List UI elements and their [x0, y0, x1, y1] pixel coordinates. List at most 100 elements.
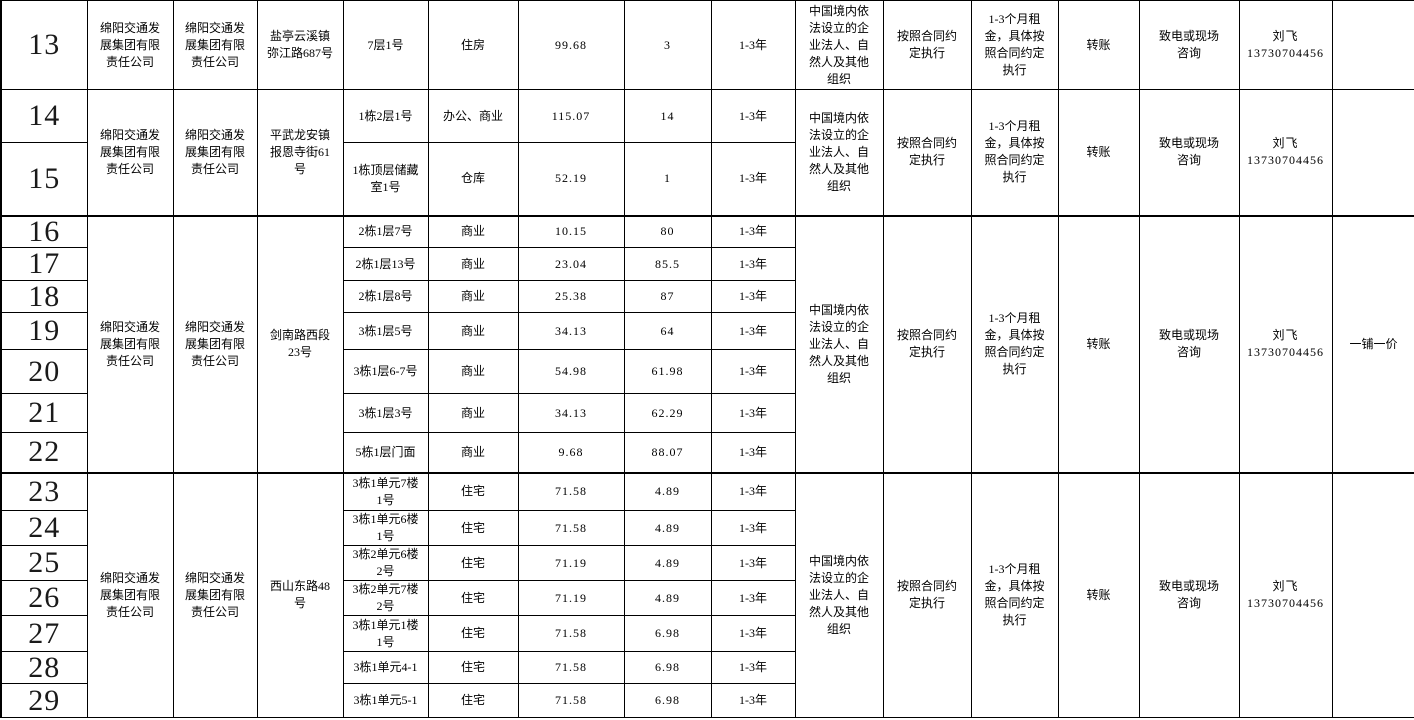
rent-cell: 85.5 — [623, 247, 712, 281]
use-type-cell: 住宅 — [427, 683, 519, 718]
row-seq: 26 — [0, 580, 88, 616]
consult-cell: 致电或现场 咨询 — [1138, 214, 1240, 473]
rent-cell: 80 — [623, 214, 712, 248]
deposit-cell: 1-3个月租 金，具体按 照合同约定 执行 — [970, 0, 1059, 90]
area-cell: 52.19 — [517, 142, 625, 216]
area-cell: 10.15 — [517, 214, 625, 248]
use-type-cell: 商业 — [427, 432, 519, 473]
table-row: 25 3栋2单元6楼 2号 住宅 71.19 4.89 1-3年 — [0, 545, 1414, 581]
rent-cell: 87 — [623, 280, 712, 313]
table-row: 15 1栋顶层储藏 室1号 仓库 52.19 1 1-3年 — [0, 142, 1414, 216]
lessor-cell: 绵阳交通发 展集团有限 责任公司 — [86, 0, 174, 90]
target-cell: 中国境内依 法设立的企 业法人、自 然人及其他 组织 — [794, 89, 884, 216]
use-type-cell: 商业 — [427, 247, 519, 281]
contact-cell: 刘飞 13730704456 — [1238, 214, 1333, 473]
area-cell: 9.68 — [517, 432, 625, 473]
rent-cell: 64 — [623, 312, 712, 350]
unit-cell: 1栋2层1号 — [342, 89, 429, 143]
term-cell: 1-3年 — [710, 651, 796, 684]
contact-cell: 刘飞 13730704456 — [1238, 0, 1333, 90]
table-row: 20 3栋1层6-7号 商业 54.98 61.98 1-3年 — [0, 349, 1414, 394]
use-type-cell: 住宅 — [427, 545, 519, 581]
unit-cell: 7层1号 — [342, 0, 429, 90]
row-seq: 14 — [0, 89, 88, 143]
rent-cell: 4.89 — [623, 471, 712, 511]
use-type-cell: 住宅 — [427, 510, 519, 546]
term-cell: 1-3年 — [710, 142, 796, 216]
rent-cell: 6.98 — [623, 615, 712, 652]
note-cell — [1331, 0, 1414, 90]
table-row: 18 2栋1层8号 商业 25.38 87 1-3年 — [0, 280, 1414, 313]
price-rule-cell: 按照合同约 定执行 — [882, 214, 972, 473]
row-seq: 24 — [0, 510, 88, 546]
term-cell: 1-3年 — [710, 214, 796, 248]
deposit-cell: 1-3个月租 金，具体按 照合同约定 执行 — [970, 89, 1059, 216]
row-seq: 16 — [0, 214, 88, 248]
table-row: 29 3栋1单元5-1 住宅 71.58 6.98 1-3年 — [0, 683, 1414, 718]
area-cell: 23.04 — [517, 247, 625, 281]
term-cell: 1-3年 — [710, 510, 796, 546]
use-type-cell: 商业 — [427, 214, 519, 248]
payment-cell: 转账 — [1057, 471, 1140, 718]
unit-cell: 3栋1单元1楼 1号 — [342, 615, 429, 652]
address-cell: 平武龙安镇 报恩寺街61 号 — [256, 89, 344, 216]
payment-cell: 转账 — [1057, 89, 1140, 216]
use-type-cell: 仓库 — [427, 142, 519, 216]
term-cell: 1-3年 — [710, 432, 796, 473]
consult-cell: 致电或现场 咨询 — [1138, 89, 1240, 216]
area-cell: 99.68 — [517, 0, 625, 90]
table-row: 19 3栋1层5号 商业 34.13 64 1-3年 — [0, 312, 1414, 350]
deposit-cell: 1-3个月租 金，具体按 照合同约定 执行 — [970, 214, 1059, 473]
term-cell: 1-3年 — [710, 471, 796, 511]
table-row: 17 2栋1层13号 商业 23.04 85.5 1-3年 — [0, 247, 1414, 281]
term-cell: 1-3年 — [710, 580, 796, 616]
area-cell: 71.19 — [517, 580, 625, 616]
target-cell: 中国境内依 法设立的企 业法人、自 然人及其他 组织 — [794, 214, 884, 473]
rent-cell: 62.29 — [623, 393, 712, 433]
row-seq: 21 — [0, 393, 88, 433]
price-rule-cell: 按照合同约 定执行 — [882, 471, 972, 718]
table-row: 24 3栋1单元6楼 1号 住宅 71.58 4.89 1-3年 — [0, 510, 1414, 546]
unit-cell: 3栋1层5号 — [342, 312, 429, 350]
row-seq: 27 — [0, 615, 88, 652]
table-row: 14 绵阳交通发 展集团有限 责任公司 绵阳交通发 展集团有限 责任公司 平武龙… — [0, 89, 1414, 216]
lessor-cell: 绵阳交通发 展集团有限 责任公司 — [86, 89, 174, 216]
row-seq: 17 — [0, 247, 88, 281]
payment-cell: 转账 — [1057, 214, 1140, 473]
row-seq: 29 — [0, 683, 88, 718]
unit-cell: 2栋1层7号 — [342, 214, 429, 248]
area-cell: 71.19 — [517, 545, 625, 581]
unit-cell: 3栋1单元7楼 1号 — [342, 471, 429, 511]
area-cell: 115.07 — [517, 89, 625, 143]
use-type-cell: 住房 — [427, 0, 519, 90]
area-cell: 34.13 — [517, 393, 625, 433]
row-seq: 25 — [0, 545, 88, 581]
use-type-cell: 住宅 — [427, 580, 519, 616]
row-seq: 18 — [0, 280, 88, 313]
unit-cell: 5栋1层门面 — [342, 432, 429, 473]
lessor-cell: 绵阳交通发 展集团有限 责任公司 — [86, 214, 174, 473]
area-cell: 34.13 — [517, 312, 625, 350]
use-type-cell: 住宅 — [427, 615, 519, 652]
area-cell: 71.58 — [517, 651, 625, 684]
rent-cell: 61.98 — [623, 349, 712, 394]
rent-cell: 6.98 — [623, 683, 712, 718]
table-row: 16 绵阳交通发 展集团有限 责任公司 绵阳交通发 展集团有限 责任公司 剑南路… — [0, 214, 1414, 473]
table-row: 26 3栋2单元7楼 2号 住宅 71.19 4.89 1-3年 — [0, 580, 1414, 616]
contact-cell: 刘飞 13730704456 — [1238, 471, 1333, 718]
rent-cell: 88.07 — [623, 432, 712, 473]
unit-cell: 3栋1层3号 — [342, 393, 429, 433]
rent-cell: 3 — [623, 0, 712, 90]
area-cell: 25.38 — [517, 280, 625, 313]
unit-cell: 3栋2单元7楼 2号 — [342, 580, 429, 616]
payment-cell: 转账 — [1057, 0, 1140, 90]
owner-cell: 绵阳交通发 展集团有限 责任公司 — [172, 471, 258, 718]
rent-cell: 4.89 — [623, 510, 712, 546]
term-cell: 1-3年 — [710, 683, 796, 718]
price-rule-cell: 按照合同约 定执行 — [882, 89, 972, 216]
address-cell: 盐亭云溪镇 弥江路687号 — [256, 0, 344, 90]
unit-cell: 1栋顶层储藏 室1号 — [342, 142, 429, 216]
row-seq: 23 — [0, 471, 88, 511]
